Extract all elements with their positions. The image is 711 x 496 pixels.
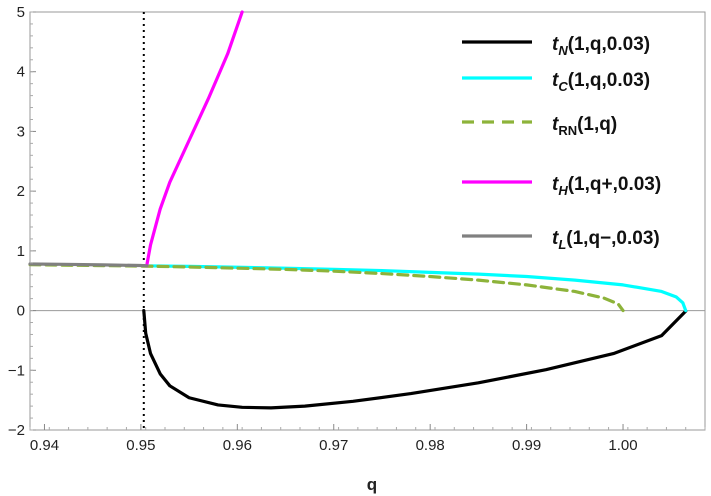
y-tick-label: 0 bbox=[17, 303, 25, 320]
y-tick-label: 5 bbox=[17, 4, 25, 21]
y-tick-label: 3 bbox=[17, 123, 25, 140]
series-line-n bbox=[142, 308, 688, 410]
plot-area-border bbox=[29, 11, 706, 431]
y-tick-label: 2 bbox=[17, 183, 25, 200]
x-tick-label: 0.99 bbox=[512, 437, 541, 454]
y-tick-label: 1 bbox=[17, 243, 25, 260]
y-tick-label: 4 bbox=[17, 64, 25, 81]
legend: tN(1,q,0.03) tC(1,q,0.03) tRN(1,q) tH(1,q+,… bbox=[462, 34, 661, 252]
y-tick-label: −1 bbox=[8, 362, 25, 379]
x-tick-label: 0.96 bbox=[223, 437, 252, 454]
plot-frame bbox=[29, 11, 706, 431]
series-lines bbox=[28, 10, 688, 410]
series-line-c bbox=[142, 264, 688, 313]
legend-label-c: tC(1,q,0.03) bbox=[552, 70, 650, 94]
axis-ticks: 0.94 0.95 0.96 0.97 0.98 0.99 1.00 −2 −1 0 1 2 3 4 5 bbox=[8, 4, 706, 454]
x-tick-label: 0.94 bbox=[30, 437, 59, 454]
x-axis-label: q bbox=[367, 475, 377, 494]
series-line-rn bbox=[28, 262, 625, 313]
legend-label-h: tH(1,q+,0.03) bbox=[552, 174, 661, 198]
x-tick-label: 0.97 bbox=[319, 437, 348, 454]
series-line-h bbox=[145, 10, 244, 268]
y-tick-label: −2 bbox=[8, 422, 25, 439]
x-tick-label: 0.98 bbox=[416, 437, 445, 454]
x-tick-label: 0.95 bbox=[126, 437, 155, 454]
x-tick-label: 1.00 bbox=[608, 437, 637, 454]
legend-label-n: tN(1,q,0.03) bbox=[552, 34, 650, 58]
series-line-l bbox=[28, 262, 149, 268]
legend-label-l: tL(1,q−,0.03) bbox=[552, 228, 660, 252]
legend-label-rn: tRN(1,q) bbox=[552, 114, 617, 138]
